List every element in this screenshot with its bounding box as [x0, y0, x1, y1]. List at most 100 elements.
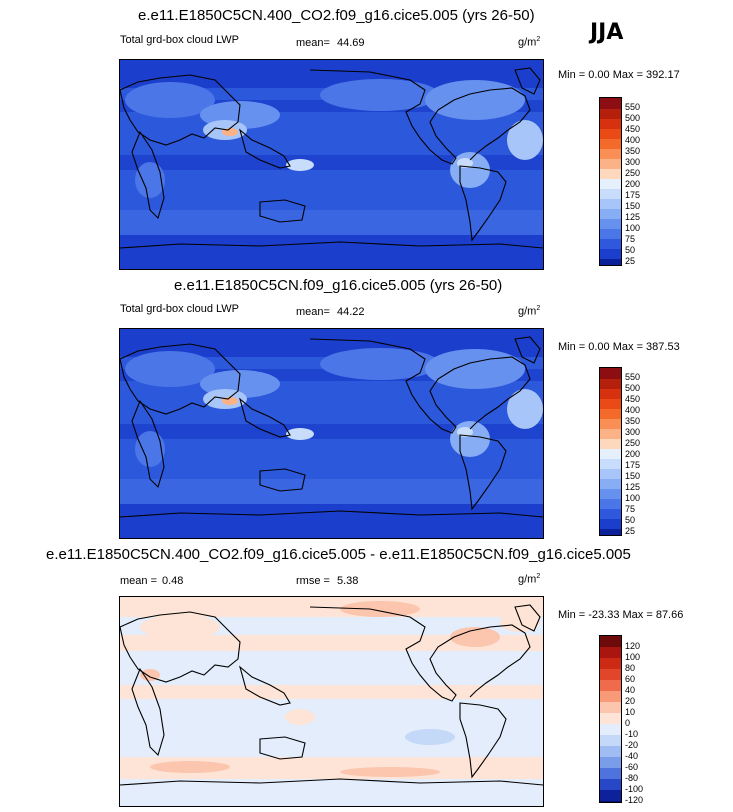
- panel3-colorbar-swatch: [600, 647, 621, 658]
- panel3-colorbar-label: -100: [625, 784, 644, 794]
- panel2-mean-label: mean=: [296, 306, 330, 318]
- panel1-colorbar-swatch: [600, 209, 621, 219]
- panel2-units-base: g/m: [518, 305, 537, 318]
- panel2-colorbar-swatch: [600, 449, 621, 459]
- panel3-colorbar-label: 40: [625, 685, 636, 695]
- panel1-colorbar-label: 550: [625, 102, 641, 112]
- panel3-colorbar-label: -60: [625, 762, 639, 772]
- panel3-colorbar: [599, 635, 622, 803]
- panel1-units-sup: 2: [536, 36, 541, 43]
- panel1-colorbar-swatch: [600, 129, 621, 139]
- panel3-colorbar-label: 100: [625, 652, 641, 662]
- panel2-colorbar-swatch: [600, 479, 621, 489]
- panel1-colorbar-swatch: [600, 149, 621, 159]
- panel2-colorbar-label: 400: [625, 405, 641, 415]
- panel1-colorbar-swatch: [600, 98, 621, 109]
- panel1-colorbar-label: 175: [625, 190, 641, 200]
- panel1-colorbar-label: 400: [625, 135, 641, 145]
- panel2-colorbar-swatch: [600, 529, 621, 535]
- panel3-colorbar-label: 10: [625, 707, 636, 717]
- panel3-colorbar-label: -20: [625, 740, 639, 750]
- panel3-colorbar-swatch: [600, 768, 621, 779]
- panel1-colorbar-swatch: [600, 219, 621, 229]
- panel2-colorbar-label: 550: [625, 372, 641, 382]
- panel3-colorbar-swatch: [600, 669, 621, 680]
- panel1-colorbar: [599, 97, 622, 266]
- panel1-colorbar-label: 25: [625, 256, 636, 266]
- panel2-colorbar-swatch: [600, 389, 621, 399]
- panel1-colorbar-label: 150: [625, 201, 641, 211]
- panel1-colorbar-swatch: [600, 179, 621, 189]
- panel2-colorbar-swatch: [600, 509, 621, 519]
- panel3-colorbar-label: -40: [625, 751, 639, 761]
- panel2-colorbar-swatch: [600, 399, 621, 409]
- panel3-rmse-label: rmse =: [296, 575, 330, 587]
- panel3-colorbar-label: -10: [625, 729, 639, 739]
- panel1-colorbar-label: 300: [625, 157, 641, 167]
- panel2-colorbar-label: 100: [625, 493, 641, 503]
- panel1-colorbar-swatch: [600, 199, 621, 209]
- panel2-colorbar-label: 500: [625, 383, 641, 393]
- panel3-colorbar-swatch: [600, 658, 621, 669]
- panel3-minmax: Min = -23.33 Max = 87.66: [558, 609, 684, 621]
- panel3-colorbar-swatch: [600, 724, 621, 735]
- panel3-title: e.e11.E1850C5CN.400_CO2.f09_g16.cice5.00…: [46, 546, 631, 563]
- panel2-colorbar-swatch: [600, 419, 621, 429]
- panel3-colorbar-swatch: [600, 735, 621, 746]
- panel2-colorbar-swatch: [600, 439, 621, 449]
- panel1-variable: Total grd-box cloud LWP: [120, 34, 240, 46]
- panel1-colorbar-swatch: [600, 259, 621, 265]
- panel1-colorbar-swatch: [600, 139, 621, 149]
- panel1-units: g/m2: [518, 36, 540, 49]
- season-label: JJA: [590, 20, 624, 45]
- panel2-colorbar-swatch: [600, 368, 621, 379]
- panel2-colorbar-swatch: [600, 429, 621, 439]
- panel3-colorbar-swatch: [600, 680, 621, 691]
- panel2-colorbar-label: 450: [625, 394, 641, 404]
- panel1-colorbar-swatch: [600, 109, 621, 119]
- panel3-colorbar-label: 60: [625, 674, 636, 684]
- panel2-colorbar-label: 150: [625, 471, 641, 481]
- panel2-colorbar-label: 75: [625, 504, 636, 514]
- panel1-units-base: g/m: [518, 36, 537, 49]
- panel3-colorbar-swatch: [600, 702, 621, 713]
- panel2-colorbar-label: 125: [625, 482, 641, 492]
- panel2-colorbar-swatch: [600, 459, 621, 469]
- panel2-mean-value: 44.22: [337, 306, 365, 318]
- panel2-colorbar-label: 25: [625, 526, 636, 536]
- panel2-colorbar-label: 350: [625, 416, 641, 426]
- panel1-colorbar-label: 50: [625, 245, 636, 255]
- panel3-colorbar-label: -80: [625, 773, 639, 783]
- panel2-colorbar-label: 300: [625, 427, 641, 437]
- panel1-colorbar-swatch: [600, 189, 621, 199]
- panel1-map: [119, 59, 544, 270]
- panel2-colorbar: [599, 367, 622, 536]
- panel3-colorbar-swatch: [600, 713, 621, 724]
- panel3-colorbar-swatch: [600, 790, 621, 801]
- panel3-colorbar-label: 80: [625, 663, 636, 673]
- panel2-units-sup: 2: [536, 305, 541, 312]
- panel3-colorbar-label: 20: [625, 696, 636, 706]
- panel3-colorbar-swatch: [600, 801, 621, 802]
- panel2-colorbar-swatch: [600, 469, 621, 479]
- panel2-colorbar-swatch: [600, 489, 621, 499]
- panel3-colorbar-label: 0: [625, 718, 631, 728]
- panel1-mean-label: mean=: [296, 37, 330, 49]
- panel2-colorbar-label: 250: [625, 438, 641, 448]
- panel2-colorbar-swatch: [600, 499, 621, 509]
- panel2-colorbar-label: 175: [625, 460, 641, 470]
- panel1-minmax: Min = 0.00 Max = 392.17: [558, 69, 680, 81]
- panel1-colorbar-swatch: [600, 249, 621, 259]
- panel3-mean-label: mean =: [120, 575, 157, 587]
- panel1-title: e.e11.E1850C5CN.400_CO2.f09_g16.cice5.00…: [138, 7, 535, 24]
- panel2-minmax: Min = 0.00 Max = 387.53: [558, 341, 680, 353]
- panel1-colorbar-swatch: [600, 239, 621, 249]
- panel3-colorbar-label: 120: [625, 641, 641, 651]
- panel1-colorbar-swatch: [600, 119, 621, 129]
- panel2-colorbar-swatch: [600, 379, 621, 389]
- panel2-units: g/m2: [518, 305, 540, 318]
- panel1-colorbar-label: 350: [625, 146, 641, 156]
- panel3-units: g/m2: [518, 573, 540, 586]
- panel3-map: [119, 596, 544, 807]
- panel1-colorbar-label: 450: [625, 124, 641, 134]
